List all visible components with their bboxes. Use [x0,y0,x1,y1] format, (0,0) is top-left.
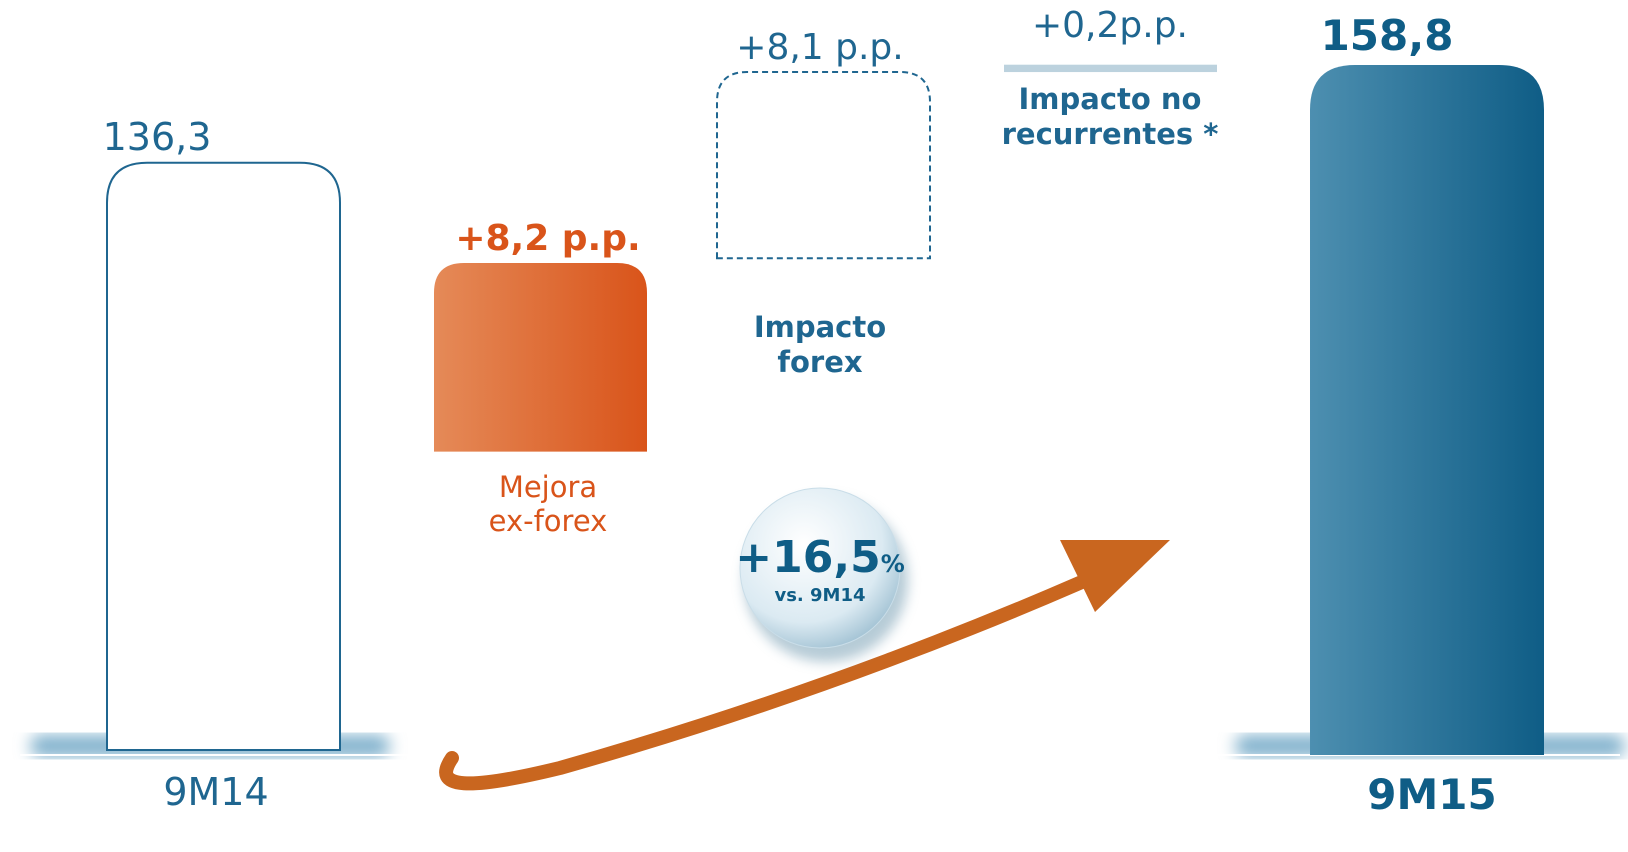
category-label: Impacto forex [753,310,887,379]
growth-note: vs. 9M14 [774,584,866,606]
value-label: +8,1 p.p. [736,27,904,68]
value-label: 158,8 [1320,11,1454,60]
growth-badge: +16,5% vs. 9M14 [735,532,904,606]
arrow-head [1060,540,1170,612]
bar [434,263,647,452]
category-label: 9M15 [1367,770,1497,819]
value-label: +0,2p.p. [1031,5,1189,46]
value-label: 136,3 [102,114,212,159]
category-label: Impacto no recurrentes * [1001,82,1219,151]
category-label: 9M14 [163,770,269,814]
bar [1310,65,1544,755]
arrow [439,549,1147,791]
value-label: +8,2 p.p. [455,218,641,259]
growth-unit: % [880,550,905,578]
bar [106,161,341,751]
category-label: Mejora ex-forex [488,469,608,539]
growth-label: +16,5 [735,532,881,583]
growth-bubble [739,487,901,649]
bar [716,71,931,260]
bar [1004,64,1217,73]
